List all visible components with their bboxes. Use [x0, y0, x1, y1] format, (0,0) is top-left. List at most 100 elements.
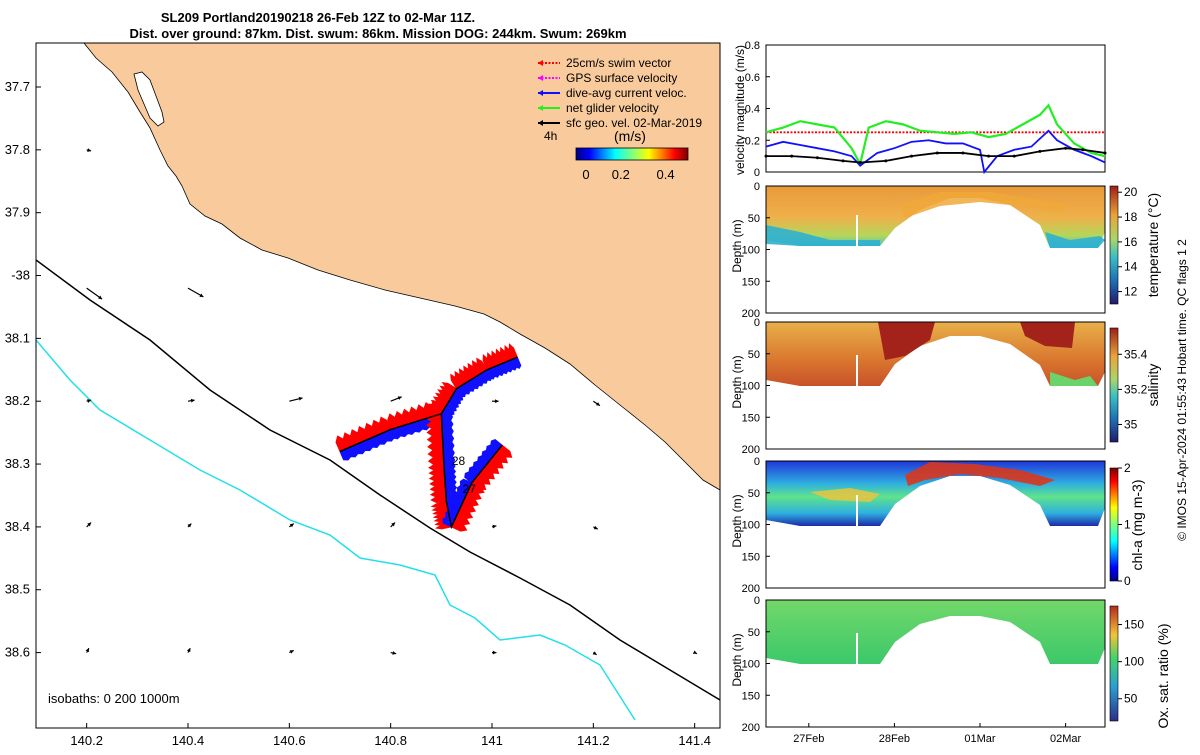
legend-label: sfc geo. vel. 02-Mar-2019 [566, 116, 702, 130]
speed-colorbar-tick-label: 0.4 [657, 167, 675, 182]
salinity-section: 0 50 100 150 200 Depth (m) 35 35.2 35.4 salinit… [730, 317, 1161, 456]
glider-track-line [339, 356, 518, 530]
map-x-tick-label: 140.2 [70, 733, 103, 748]
temperature-cb-label: temperature (°C) [1145, 193, 1161, 297]
colorbar-unit-label: (m/s) [614, 128, 646, 144]
depth-tick-label: 50 [748, 627, 760, 639]
chla-colorbar [1109, 467, 1119, 582]
map-x-tick-label: 141.4 [678, 733, 711, 748]
depth-tick-label: 50 [748, 213, 760, 225]
colorbar-tick-label: 150 [1124, 618, 1144, 632]
depth-tick-label: 0 [754, 595, 760, 607]
geo-vector-arrowhead [87, 148, 92, 152]
map-frame [35, 42, 721, 729]
velocity-point [1012, 154, 1016, 158]
title-line-2: Dist. over ground: 87km. Dist. swum: 86k… [129, 26, 626, 41]
depth-tick-label: 200 [742, 722, 760, 734]
depth-axis-label: Depth (m) [730, 494, 744, 547]
map-y-tick-label: 37.7 [5, 79, 30, 94]
date-axis: 27Feb 28Feb 01Mar 02Mar [793, 723, 1082, 745]
temperature-cold-patch-right [1045, 232, 1105, 248]
geo-vector-arrowhead [98, 295, 103, 300]
temperature-colorbar [1109, 185, 1119, 305]
map-y-axis: 37.7 37.8 37.9 -38 38.1 38.2 38.3 38.4 38.5 38.6 [5, 79, 41, 660]
velocity-point [884, 159, 888, 163]
velocity-point [764, 154, 768, 158]
colorbar-tick-label: 16 [1124, 235, 1138, 249]
temperature-warm-core [900, 192, 1070, 218]
velocity-y-tick-label: 0.8 [745, 40, 760, 52]
velocity-point [841, 159, 845, 163]
velocity-point [815, 156, 819, 160]
depth-tick-label: 150 [742, 551, 760, 563]
legend-label: 25cm/s swim vector [566, 56, 671, 70]
legend-arrowhead [538, 105, 543, 111]
oxygen-gap [856, 633, 858, 664]
map-x-tick-label: 140.6 [273, 733, 306, 748]
depth-axis-label: Depth (m) [730, 355, 744, 408]
geo-vector-arrowhead [593, 525, 598, 530]
legend-arrowhead [538, 120, 543, 126]
temperature-section: 0 50 100 150 200 Depth (m) 12 14 16 18 20 tempera… [730, 181, 1161, 320]
velocity-point [961, 151, 965, 155]
colorbar-tick-label: 50 [1124, 692, 1138, 706]
velocity-point [1081, 148, 1085, 152]
depth-tick-label: 100 [742, 659, 760, 671]
colorbar-tick-label: 20 [1124, 185, 1138, 199]
geo-vector-arrowhead [397, 396, 402, 400]
temperature-cold-patch-left [766, 225, 880, 246]
velocity-series-1 [765, 103, 1106, 168]
map-x-tick-label: 140.8 [374, 733, 407, 748]
geo-vector-arrowhead [190, 398, 195, 403]
map-y-tick-label: -38 [11, 268, 30, 283]
geo-vector-arrowhead [87, 522, 92, 527]
velocity-series-2 [765, 129, 1106, 175]
map-y-tick-label: 38.3 [5, 456, 30, 471]
date-tick-label: 01Mar [964, 733, 996, 745]
velocity-panel: 0 0.2 0.4 0.6 0.8 velocity magnitude (m/s) [733, 40, 1107, 179]
depth-tick-label: 200 [742, 444, 760, 456]
map-x-axis: 140.2 140.4 140.6 140.8 141 141.2 141.4 [70, 723, 711, 748]
depth-tick-label: 100 [742, 520, 760, 532]
geo-vector-field [85, 148, 698, 656]
colorbar-tick-label: 35.4 [1124, 347, 1148, 361]
geo-vector-arrowhead [492, 524, 497, 529]
depth-tick-label: 150 [742, 690, 760, 702]
day-annotation-28: 28 [452, 454, 466, 468]
date-tick-label: 02Mar [1050, 733, 1082, 745]
velocity-y-tick-label: 0.2 [745, 135, 760, 147]
velocity-point [910, 154, 914, 158]
legend-label: net glider velocity [566, 101, 659, 115]
map-x-tick-label: 140.4 [172, 733, 205, 748]
colorbar-tick-label: 1 [1124, 518, 1131, 532]
map-y-tick-label: 38.2 [5, 393, 30, 408]
title-line-1: SL209 Portland20190218 26-Feb 12Z to 02-… [161, 10, 475, 25]
colorbar-tick-label: 18 [1124, 210, 1138, 224]
colorbar-tick-label: 35.2 [1124, 382, 1148, 396]
isobath-1000m [36, 339, 636, 721]
velocity-point [858, 160, 862, 164]
geo-vector-arrowhead [391, 522, 396, 527]
geo-vector-arrowhead [592, 651, 597, 655]
salinity-low-patch [1050, 372, 1098, 386]
depth-tick-label: 0 [754, 317, 760, 329]
salinity-cb-label: salinity [1145, 364, 1161, 407]
speed-colorbar-ticks: 0 0.2 0.4 [582, 167, 674, 182]
island [133, 71, 165, 127]
chla-gap [856, 495, 858, 526]
salinity-high-core-1 [878, 322, 935, 360]
land-mass [36, 43, 720, 491]
geo-vector-arrowhead [187, 523, 192, 528]
map-y-tick-label: 37.8 [5, 142, 30, 157]
geo-vector-arrowhead [289, 523, 294, 528]
legend-label: GPS surface velocity [566, 71, 677, 85]
velocity-y-tick-label: 0.4 [745, 104, 760, 116]
geo-vector-arrowhead [289, 650, 294, 654]
velocity-y-tick-label: 0 [754, 167, 760, 179]
depth-tick-label: 50 [748, 488, 760, 500]
depth-tick-label: 200 [742, 308, 760, 320]
chla-section: 0 50 100 150 200 Depth (m) 0 1 2 chl-a (mg m-3) [730, 456, 1145, 595]
geo-vector-arrowhead [199, 293, 204, 297]
glider-track-swath [335, 343, 522, 532]
